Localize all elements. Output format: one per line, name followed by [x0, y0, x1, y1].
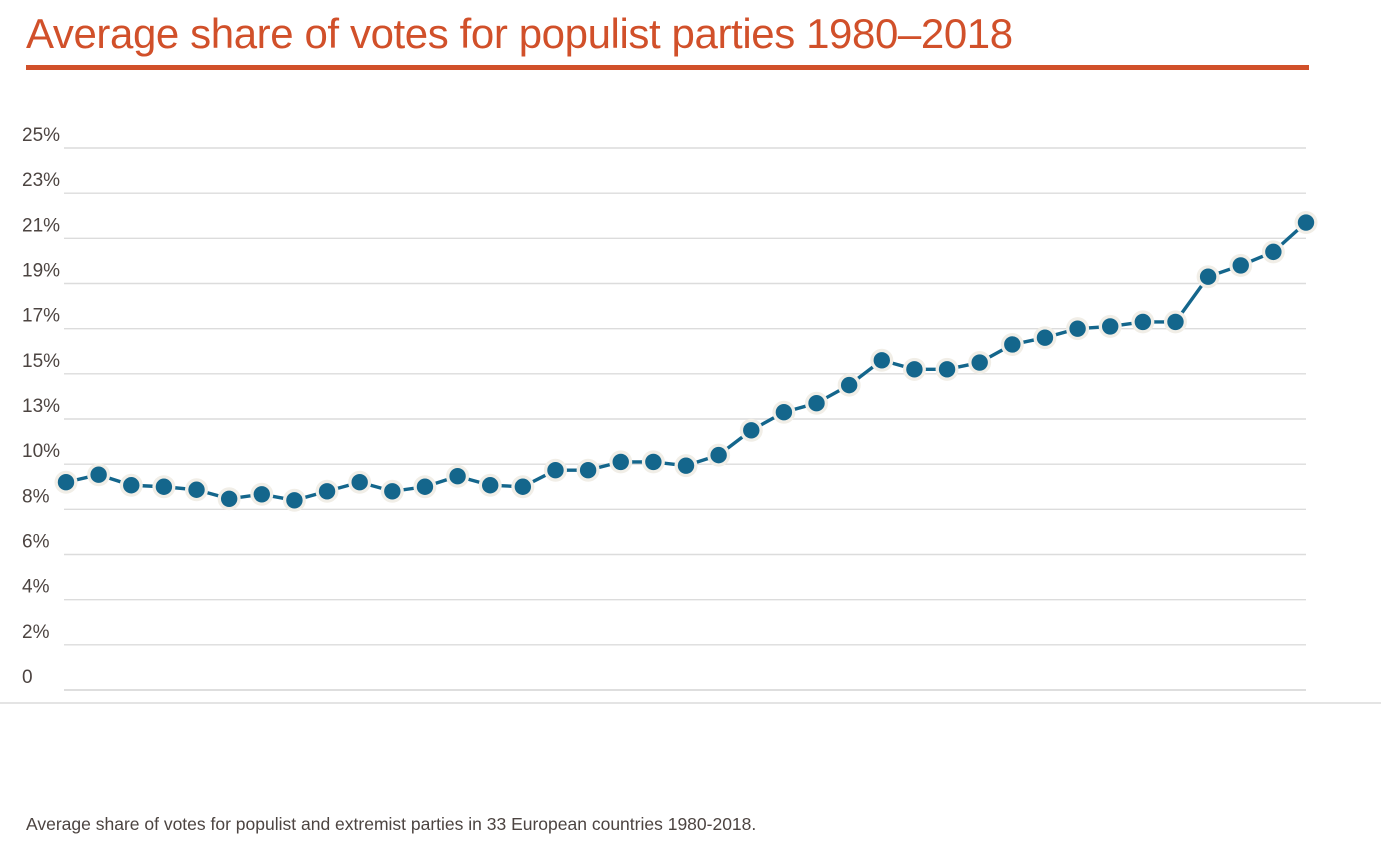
title-block: Average share of votes for populist part…: [26, 8, 1309, 70]
y-axis-tick-label: 21%: [22, 215, 60, 236]
y-axis-tick-label: 8%: [22, 486, 50, 507]
data-point-marker[interactable]: [514, 478, 532, 495]
data-point-marker[interactable]: [482, 477, 499, 494]
data-point-marker[interactable]: [710, 446, 727, 464]
data-point-marker[interactable]: [1134, 313, 1152, 331]
data-point-marker[interactable]: [123, 477, 140, 494]
data-point-marker[interactable]: [57, 474, 75, 491]
data-point-marker[interactable]: [90, 466, 107, 483]
data-point-marker[interactable]: [612, 453, 629, 471]
data-point-marker[interactable]: [1036, 329, 1054, 346]
data-point-marker[interactable]: [1232, 257, 1249, 274]
data-point-marker[interactable]: [384, 483, 401, 500]
data-point-marker[interactable]: [971, 354, 988, 371]
data-point-marker[interactable]: [155, 478, 173, 495]
data-point-marker[interactable]: [351, 474, 368, 491]
data-point-marker[interactable]: [1069, 320, 1086, 337]
data-point-marker[interactable]: [579, 461, 597, 479]
title-underline-rule: [26, 65, 1309, 70]
data-point-marker[interactable]: [1265, 243, 1282, 261]
y-axis-tick-label: 6%: [22, 532, 50, 553]
data-point-marker[interactable]: [220, 490, 238, 507]
data-point-marker[interactable]: [743, 422, 760, 439]
y-axis-tick-label: 15%: [22, 351, 60, 372]
chart-container: 25%23%21%19%17%15%13%10%8%6%4%2%0 198019…: [0, 110, 1381, 710]
data-point-marker[interactable]: [188, 481, 205, 498]
y-axis-tick-labels: 25% 23% 21% 19% 17% 15% 13% 10% 8% 6% 4% 2% 0: [22, 125, 60, 688]
data-point-marker[interactable]: [449, 468, 466, 485]
y-axis-tick-label: 13%: [22, 396, 60, 417]
data-point-marker[interactable]: [1199, 268, 1217, 285]
y-axis-tick-label: 19%: [22, 261, 60, 282]
data-point-marker[interactable]: [1004, 336, 1021, 353]
data-point-marker[interactable]: [416, 478, 434, 495]
data-point-marker[interactable]: [1102, 318, 1119, 335]
y-axis-tick-label: 4%: [22, 577, 50, 598]
data-point-marker[interactable]: [938, 361, 956, 378]
data-point-marker[interactable]: [840, 376, 858, 394]
data-point-marker[interactable]: [873, 352, 890, 369]
data-point-marker[interactable]: [677, 457, 695, 474]
data-point-marker[interactable]: [645, 453, 662, 471]
data-point-marker[interactable]: [906, 361, 923, 378]
data-point-markers: [54, 211, 1318, 512]
y-axis-tick-label: 10%: [22, 441, 60, 462]
data-point-marker[interactable]: [808, 394, 825, 412]
y-axis-tick-label: 17%: [22, 306, 60, 327]
y-axis-tick-label: 0: [22, 667, 33, 688]
y-axis-tick-label: 2%: [22, 622, 50, 643]
data-point-marker[interactable]: [286, 492, 303, 509]
gridlines-group: [0, 147, 1381, 704]
data-point-marker[interactable]: [547, 461, 564, 479]
data-point-marker[interactable]: [253, 486, 270, 503]
data-point-marker[interactable]: [775, 404, 793, 421]
chart-caption: Average share of votes for populist and …: [26, 814, 757, 834]
data-point-marker[interactable]: [318, 483, 336, 500]
y-axis-tick-label: 25%: [22, 125, 60, 146]
line-chart: 25%23%21%19%17%15%13%10%8%6%4%2%0 198019…: [0, 125, 1381, 704]
y-axis-tick-label: 23%: [22, 170, 60, 191]
data-point-marker[interactable]: [1297, 214, 1315, 231]
page-title: Average share of votes for populist part…: [26, 10, 1013, 57]
data-point-marker[interactable]: [1167, 313, 1184, 331]
